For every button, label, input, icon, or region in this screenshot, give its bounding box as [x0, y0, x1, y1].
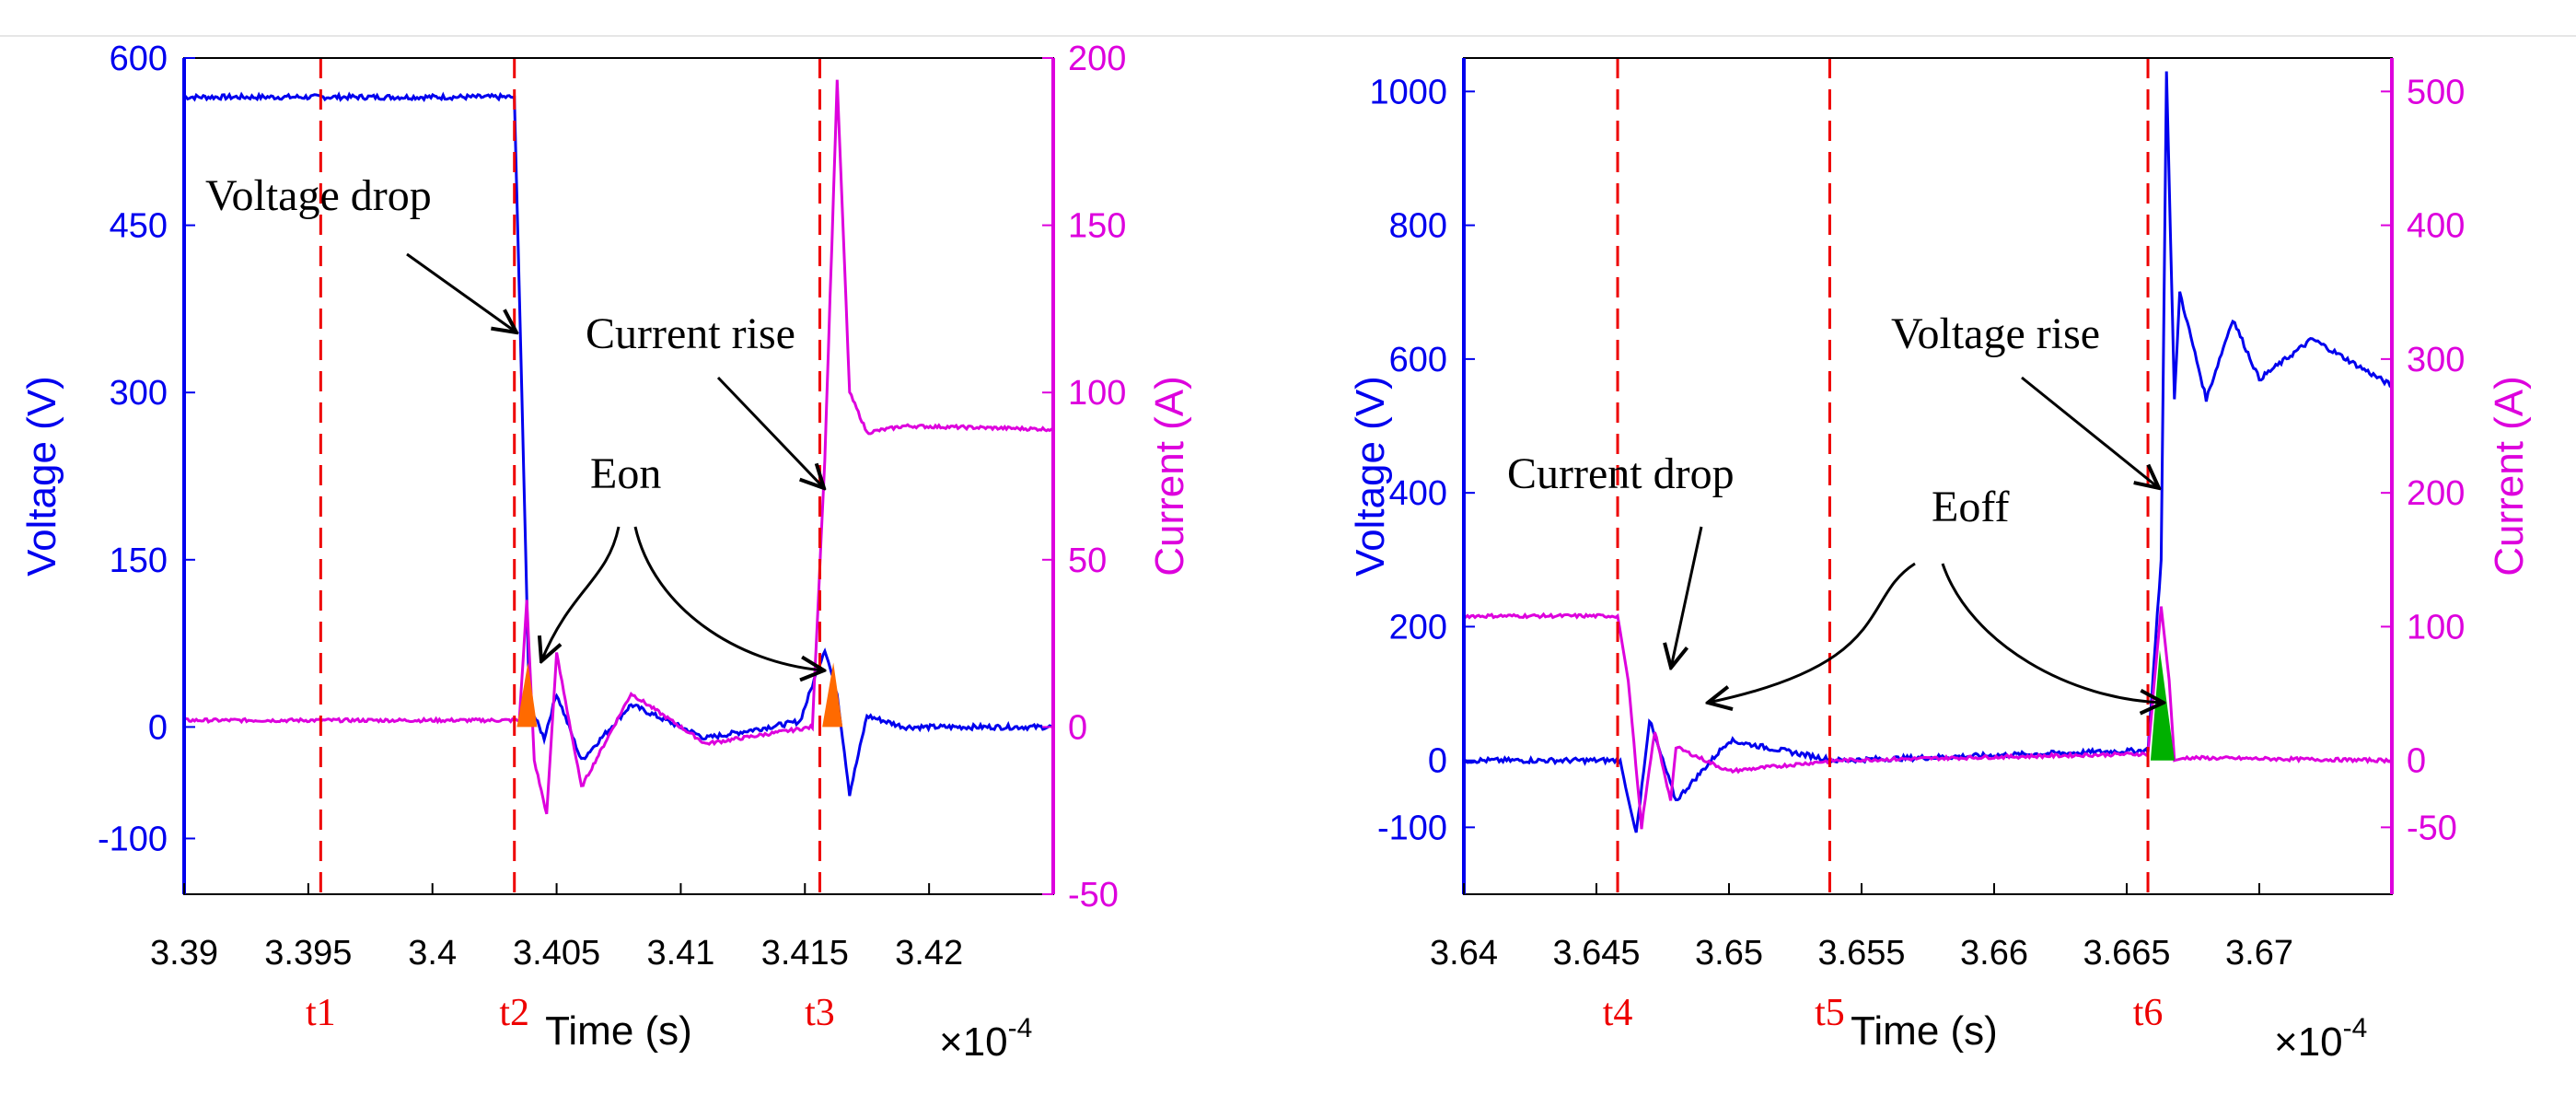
x-tick-label: 3.395: [264, 934, 352, 973]
right-y-tick-label: 150: [1068, 207, 1126, 246]
right-y-tick-label: 0: [1068, 708, 1087, 747]
annotation-eon: Eon: [590, 449, 661, 498]
marker-label-t5: t5: [1815, 992, 1845, 1034]
annotation-voltage-rise: Voltage rise: [1891, 309, 2100, 358]
turn-off-markers: t4 t5 t6: [1603, 58, 2164, 1034]
arrow-eon-right: [633, 526, 824, 670]
turn-on-traces: [183, 79, 1054, 815]
x-tick-label: 3.4: [408, 934, 457, 973]
right-y-tick-label: 500: [2407, 73, 2465, 111]
annotation-current-rise: Current rise: [586, 309, 795, 358]
arrow-eoff-left: [1708, 562, 1916, 703]
left-y-tick-label: -100: [1377, 809, 1447, 847]
turn-off-chart: t4 t5 t6 3.64 3.645 3.65 3.655 3.66 3.665 3.67 -1…: [1348, 57, 2532, 1065]
right-y-tick-label: 100: [1068, 374, 1126, 413]
turn-on-chart: t1 t2 t3 3.39 3.395 3.4 3.405 3.41 3.415 3.42 -10…: [19, 40, 1192, 1065]
marker-label-t1: t1: [306, 992, 336, 1034]
x-exponent: ×10-4: [939, 1013, 1032, 1065]
right-y-tick-label: -50: [1068, 876, 1119, 914]
x-tick-label: 3.39: [150, 934, 218, 973]
arrow-voltage-rise: [2021, 376, 2159, 488]
top-border-line: [0, 35, 2576, 37]
right-y-tick-label: 300: [2407, 341, 2465, 379]
marker-label-t4: t4: [1603, 992, 1633, 1034]
x-tick-label: 3.405: [513, 934, 600, 973]
right-y-tick-label: -50: [2407, 809, 2457, 847]
left-y-tick-label: 600: [1389, 341, 1447, 379]
current-axis-label: Current (A): [2487, 376, 2532, 577]
annotation-eoff: Eoff: [1932, 483, 2009, 531]
right-y-tick-label: 50: [1068, 542, 1107, 580]
left-y-tick-label: -100: [98, 820, 168, 858]
arrow-voltage-drop: [406, 252, 516, 332]
marker-label-t3: t3: [805, 992, 835, 1034]
x-exponent: ×10-4: [2274, 1013, 2367, 1065]
left-y-tick-label: 150: [110, 542, 168, 580]
right-y-tick-label: 200: [1068, 40, 1126, 78]
x-exponent-power: -4: [2343, 1013, 2368, 1043]
right-y-tick-label: 400: [2407, 207, 2465, 246]
x-exponent-power: -4: [1008, 1013, 1033, 1043]
voltage-axis-label: Voltage (V): [19, 376, 64, 577]
right-y-tick-label: 200: [2407, 474, 2465, 513]
time-axis-label: Time (s): [545, 1008, 692, 1054]
x-tick-label: 3.42: [895, 934, 963, 973]
annotation-voltage-drop: Voltage drop: [205, 171, 432, 220]
x-tick-label: 3.65: [1695, 934, 1763, 973]
x-exponent-base: ×10: [939, 1019, 1008, 1065]
current-axis-label: Current (A): [1147, 376, 1192, 577]
right-y-tick-label: 0: [2407, 742, 2426, 781]
x-tick-label: 3.645: [1552, 934, 1640, 973]
current-trace: [1462, 606, 2393, 830]
left-y-tick-label: 200: [1389, 608, 1447, 647]
eon-energy-area: [822, 662, 843, 728]
arrow-eon-left: [541, 526, 621, 661]
voltage-axis-label: Voltage (V): [1348, 376, 1393, 577]
marker-label-t2: t2: [499, 992, 529, 1034]
current-trace: [183, 79, 1054, 815]
turn-off-ticks: 3.64 3.645 3.65 3.655 3.66 3.665 3.67 -100 0 200 4…: [1369, 73, 2465, 973]
x-tick-label: 3.655: [1817, 934, 1905, 973]
left-y-tick-label: 0: [1428, 742, 1447, 781]
arrow-eoff-right: [1941, 563, 2164, 703]
x-tick-label: 3.67: [2225, 934, 2293, 973]
voltage-trace: [1462, 71, 2393, 833]
turn-on-ticks: 3.39 3.395 3.4 3.405 3.41 3.415 3.42 -100 0 150 30…: [98, 40, 1126, 973]
x-tick-label: 3.66: [1960, 934, 2028, 973]
x-tick-label: 3.64: [1430, 934, 1498, 973]
time-axis-label: Time (s): [1851, 1008, 1998, 1054]
annotation-current-drop: Current drop: [1507, 449, 1735, 498]
left-y-tick-label: 600: [110, 40, 168, 78]
x-tick-label: 3.41: [646, 934, 714, 973]
x-exponent-base: ×10: [2274, 1019, 2343, 1065]
x-tick-label: 3.415: [761, 934, 849, 973]
left-y-tick-label: 1000: [1369, 73, 1447, 111]
left-y-tick-label: 300: [110, 374, 168, 413]
left-y-tick-label: 450: [110, 207, 168, 246]
left-y-tick-label: 400: [1389, 474, 1447, 513]
left-y-tick-label: 800: [1389, 207, 1447, 246]
eon-energy-area: [516, 662, 538, 728]
arrow-current-rise: [716, 376, 824, 488]
right-y-tick-label: 100: [2407, 608, 2465, 647]
arrow-current-drop: [1671, 526, 1703, 668]
x-tick-label: 3.665: [2083, 934, 2170, 973]
marker-label-t6: t6: [2133, 992, 2164, 1034]
left-y-tick-label: 0: [148, 708, 168, 747]
